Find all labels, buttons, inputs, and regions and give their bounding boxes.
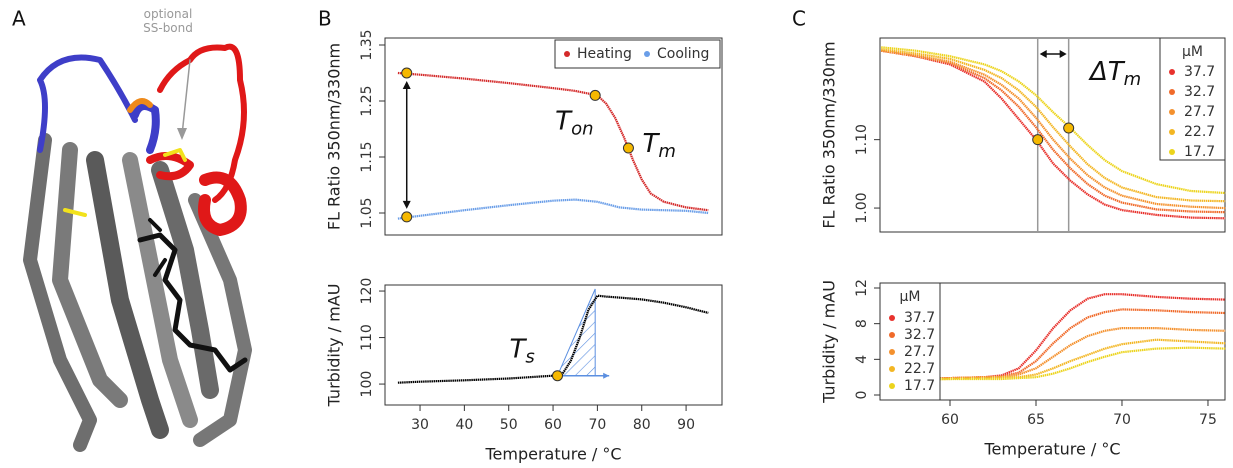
legend-swatch xyxy=(1169,109,1175,115)
legend-label: 27.7 xyxy=(904,344,935,360)
plot-frame xyxy=(384,284,723,406)
legend-box xyxy=(1159,37,1226,161)
annotation-subscript: on xyxy=(571,118,593,139)
annotation: ΔTm xyxy=(1088,57,1141,91)
delta-arrow-head xyxy=(1039,50,1067,58)
legend-swatch xyxy=(889,349,895,355)
annotation: Ts xyxy=(509,334,534,368)
legend-swatch xyxy=(1169,149,1175,155)
x-tick-label: 30 xyxy=(411,417,429,433)
marker xyxy=(401,211,413,223)
marker xyxy=(1032,134,1044,146)
legend-label: 37.7 xyxy=(904,310,935,326)
y-tick-label: 1.00 xyxy=(854,192,870,223)
legend-swatch xyxy=(889,315,895,321)
legend-label: 17.7 xyxy=(1184,144,1215,160)
legend-label: 22.7 xyxy=(904,361,935,377)
legend-box xyxy=(879,282,941,401)
x-tick-label: 40 xyxy=(455,417,473,433)
annotation-subscript: s xyxy=(525,347,534,368)
y-tick-label: 1.25 xyxy=(359,85,375,116)
annotation-subscript: m xyxy=(658,141,676,162)
y-tick-label: 1.15 xyxy=(359,141,375,172)
series-line xyxy=(881,49,1226,210)
legend-title: μM xyxy=(1182,44,1203,60)
legend-label: Cooling xyxy=(657,46,709,62)
y-tick-label: 12 xyxy=(854,279,870,297)
legend-label: 32.7 xyxy=(1184,84,1215,100)
x-tick-label: 60 xyxy=(941,412,959,428)
y-tick-label: 1.10 xyxy=(854,124,870,155)
y-tick-label: 0 xyxy=(854,391,870,400)
panel-label: B xyxy=(318,7,332,31)
legend-label: 27.7 xyxy=(1184,104,1215,120)
legend-label: Heating xyxy=(577,46,632,62)
structure-annotation: optional SS-bond xyxy=(143,7,193,35)
x-tick-label: 90 xyxy=(677,417,695,433)
y-tick-label: 1.05 xyxy=(359,197,375,228)
marker xyxy=(551,370,563,382)
series-line xyxy=(397,294,709,384)
series-line xyxy=(397,71,709,212)
span-arrow-head xyxy=(603,372,610,379)
marker xyxy=(401,67,413,79)
series-line xyxy=(881,46,1226,195)
legend-swatch xyxy=(889,383,895,389)
x-tick-label: 65 xyxy=(1027,412,1045,428)
x-tick-label: 70 xyxy=(588,417,606,433)
x-tick-label: 70 xyxy=(1113,412,1131,428)
annotation: Ton xyxy=(555,106,593,140)
x-tick-label: 75 xyxy=(1199,412,1217,428)
y-tick-label: 4 xyxy=(854,355,870,364)
series-line xyxy=(881,346,1226,381)
marker xyxy=(622,142,634,154)
y-axis-label: Turbidity / mAU xyxy=(820,280,839,404)
x-tick-label: 60 xyxy=(544,417,562,433)
legend-swatch xyxy=(889,332,895,338)
protein-structure xyxy=(23,43,252,452)
series-line xyxy=(397,198,709,220)
x-tick-label: 50 xyxy=(500,417,518,433)
legend-swatch xyxy=(1169,69,1175,75)
annotation-subscript: m xyxy=(1124,69,1142,90)
series-line xyxy=(881,49,1226,220)
y-axis-label: Turbidity / mAU xyxy=(325,284,344,408)
y-tick-label: 120 xyxy=(359,278,375,305)
y-tick-label: 100 xyxy=(359,371,375,398)
legend-swatch xyxy=(889,366,895,372)
y-axis-label: FL Ratio 350nm/330nm xyxy=(820,41,839,228)
legend-swatch xyxy=(644,51,650,57)
annotation-text: ΔT xyxy=(1088,57,1126,87)
x-tick-label: 80 xyxy=(633,417,651,433)
legend-label: 17.7 xyxy=(904,378,935,394)
legend-swatch xyxy=(1169,89,1175,95)
marker xyxy=(589,89,601,101)
legend-label: 22.7 xyxy=(1184,124,1215,140)
annotation-text: T xyxy=(555,106,573,136)
y-tick-label: 110 xyxy=(359,324,375,351)
x-axis-label: Temperature / °C xyxy=(983,440,1120,459)
y-tick-label: 8 xyxy=(854,319,870,328)
marker xyxy=(1063,122,1075,134)
series-line xyxy=(881,48,1226,203)
legend-label: 32.7 xyxy=(904,327,935,343)
x-axis-label: Temperature / °C xyxy=(484,445,621,464)
annotation: Tm xyxy=(642,129,675,163)
legend-box xyxy=(554,39,721,69)
legend-swatch xyxy=(564,51,570,57)
annotation-text: T xyxy=(642,129,660,159)
panel-label: A xyxy=(12,7,26,31)
legend-title: μM xyxy=(900,289,921,305)
series-line xyxy=(881,49,1226,214)
annotation-text: T xyxy=(509,334,527,364)
y-tick-label: 1.35 xyxy=(359,29,375,60)
plot-frame xyxy=(384,37,723,236)
legend-label: 37.7 xyxy=(1184,64,1215,80)
y-axis-label: FL Ratio 350nm/330nm xyxy=(325,43,344,230)
panel-label: C xyxy=(792,7,806,31)
legend-swatch xyxy=(1169,129,1175,135)
shaded-span xyxy=(556,288,596,377)
